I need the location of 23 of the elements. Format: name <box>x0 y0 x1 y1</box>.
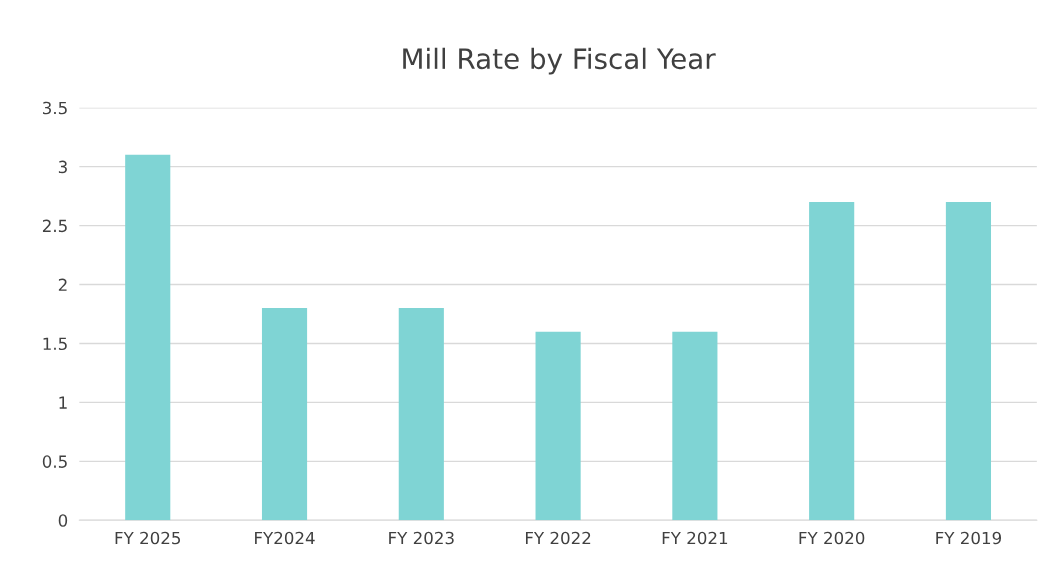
y-tick-label: 2 <box>58 278 67 291</box>
bar <box>672 331 718 521</box>
x-tick-label: FY2024 <box>255 531 315 545</box>
bar <box>261 308 308 521</box>
x-tick-label: FY 2019 <box>936 531 1002 545</box>
y-tick-label: 1 <box>59 396 67 409</box>
y-tick-label: 3.5 <box>43 101 67 115</box>
y-tick-label: 1.5 <box>43 337 67 351</box>
x-tick-label: FY 2023 <box>389 531 454 545</box>
bar <box>809 202 855 521</box>
x-tick-label: FY 2025 <box>115 531 181 545</box>
x-tick-label: FY 2021 <box>662 531 728 545</box>
x-tick-label: FY 2020 <box>799 531 865 545</box>
y-tick-label: 3 <box>58 160 67 174</box>
y-tick-label: 2.5 <box>42 219 67 233</box>
y-tick-label: 0.5 <box>42 455 67 468</box>
bar <box>125 154 171 521</box>
chart-title: Mill Rate by Fiscal Year <box>403 47 716 75</box>
x-tick-label: FY 2022 <box>525 531 591 545</box>
bar <box>535 331 581 521</box>
bar <box>398 308 444 521</box>
y-tick-label: 0 <box>58 514 68 527</box>
bar <box>945 202 992 521</box>
